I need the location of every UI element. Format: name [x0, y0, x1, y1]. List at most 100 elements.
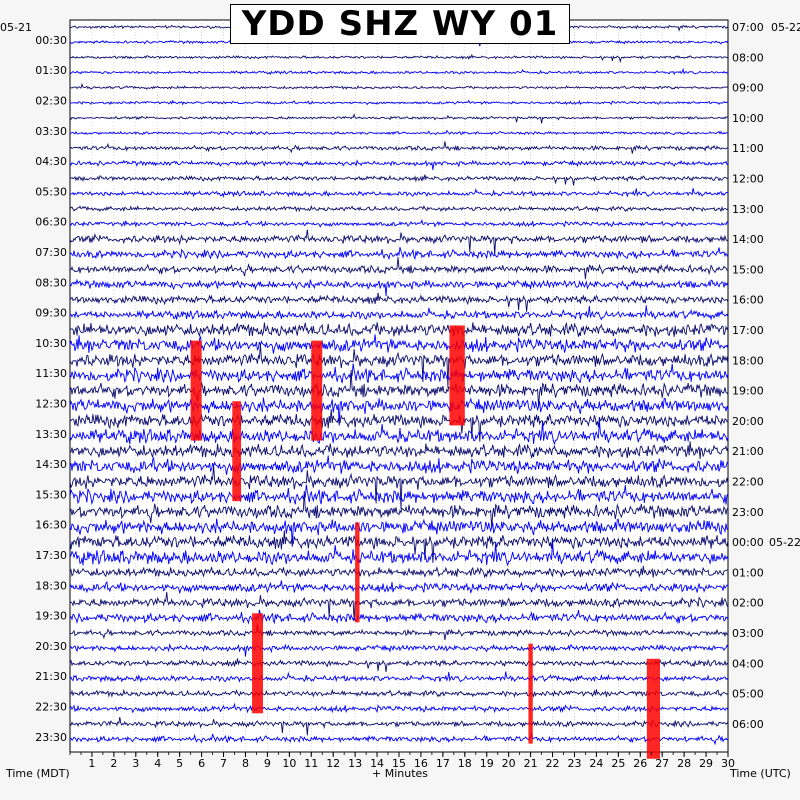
x-tick-label: 7 — [220, 757, 227, 770]
x-tick-label: 18 — [458, 757, 472, 770]
x-tick-label: 4 — [154, 757, 161, 770]
seismic-trace — [69, 305, 729, 321]
right-tick-label: 22:00 — [732, 476, 764, 489]
seismic-trace — [69, 229, 729, 256]
left-tick-label: 22:30 — [35, 700, 67, 713]
right-tick-label: 06:00 — [732, 718, 764, 731]
left-tick-label: 09:30 — [35, 307, 67, 320]
seismic-trace — [69, 129, 729, 136]
clip-layer — [190, 325, 661, 759]
seismic-trace — [69, 455, 729, 475]
left-tick-label: 08:30 — [35, 276, 67, 289]
seismic-trace — [69, 334, 729, 354]
seismic-trace — [69, 278, 729, 297]
left-tick-label: 03:30 — [35, 125, 67, 138]
x-tick-label: 10 — [282, 757, 296, 770]
seismic-trace — [69, 518, 729, 547]
seismic-trace — [69, 174, 729, 186]
right-tick-label: 23:00 — [732, 506, 764, 519]
seismic-trace — [69, 343, 729, 389]
x-tick-label: 1 — [88, 757, 95, 770]
clipped-event — [252, 613, 264, 714]
x-tick-label: 16 — [414, 757, 428, 770]
seismic-trace — [69, 530, 729, 563]
right-tick-label: 19:00 — [732, 385, 764, 398]
seismic-trace — [69, 580, 729, 594]
x-tick-label: 22 — [546, 757, 560, 770]
seismic-trace — [70, 53, 729, 64]
left-tick-label: 17:30 — [35, 549, 67, 562]
x-tick-label: 12 — [326, 757, 340, 770]
left-tick-label: 05:30 — [35, 185, 67, 198]
seismic-trace — [69, 591, 729, 622]
seismic-trace — [69, 67, 729, 76]
left-tick-label: 01:30 — [35, 64, 67, 77]
right-tick-label: 11:00 — [732, 142, 764, 155]
seismic-trace — [69, 717, 729, 736]
right-tick-label: 20:00 — [732, 415, 764, 428]
x-tick-label: 26 — [633, 757, 647, 770]
seismic-trace — [69, 409, 729, 442]
seismic-trace — [69, 491, 729, 529]
seismic-trace — [69, 609, 729, 625]
right-axis-label: Time (UTC) — [730, 767, 791, 780]
seismic-trace — [69, 624, 729, 640]
left-tick-label: 04:30 — [35, 155, 67, 168]
left-tick-label: 13:30 — [35, 428, 67, 441]
left-tick-label: 12:30 — [35, 397, 67, 410]
right-tick-label: 00:00 — [732, 536, 764, 549]
right-tick-label: 05:00 — [732, 688, 764, 701]
x-tick-label: 19 — [480, 757, 494, 770]
x-tick-label: 14 — [370, 757, 384, 770]
right-tick-label: 12:00 — [732, 173, 764, 186]
left-tick-label: 02:30 — [35, 94, 67, 107]
clipped-event — [190, 340, 202, 441]
x-tick-label: 20 — [502, 757, 516, 770]
seismic-trace — [69, 218, 729, 228]
left-tick-label: 14:30 — [35, 458, 67, 471]
seismic-trace — [69, 159, 729, 170]
left-tick-label: 11:30 — [35, 367, 67, 380]
x-tick-label: 15 — [392, 757, 406, 770]
x-tick-label: 3 — [132, 757, 139, 770]
left-tick-label: 18:30 — [35, 579, 67, 592]
x-tick-label: 24 — [589, 757, 603, 770]
x-tick-label: 25 — [611, 757, 625, 770]
clipped-event — [646, 658, 661, 759]
seismic-trace — [69, 465, 729, 510]
right-tick-label: 13:00 — [732, 203, 764, 216]
x-tick-label: 8 — [242, 757, 249, 770]
seismic-trace — [69, 565, 729, 579]
x-tick-label: 5 — [176, 757, 183, 770]
right-tick-label: 07:00 — [732, 21, 764, 34]
left-tick-label: 00:30 — [35, 34, 67, 47]
right-date-midnight-label: 05-22 — [769, 536, 800, 549]
x-tick-label: 27 — [655, 757, 669, 770]
right-tick-label: 01:00 — [732, 566, 764, 579]
right-tick-label: 02:00 — [732, 597, 764, 610]
seismic-trace — [69, 204, 729, 213]
clipped-event — [311, 340, 323, 441]
trace-layer — [69, 22, 729, 746]
right-tick-label: 16:00 — [732, 294, 764, 307]
x-tick-label: 9 — [264, 757, 271, 770]
right-tick-label: 09:00 — [732, 82, 764, 95]
chart-title: YDD SHZ WY 01 — [230, 4, 570, 44]
left-axis-label: Time (MDT) — [6, 767, 70, 780]
seismic-trace — [69, 82, 729, 90]
seismic-trace — [69, 257, 729, 280]
seismic-trace — [69, 292, 729, 312]
x-tick-label: 17 — [436, 757, 450, 770]
x-axis-label: + Minutes — [372, 767, 429, 780]
seismic-trace — [69, 247, 729, 261]
x-tick-label: 2 — [110, 757, 117, 770]
right-date-label-top: 05-22 — [771, 21, 800, 34]
x-tick-label: 28 — [677, 757, 691, 770]
seismic-trace — [69, 642, 729, 657]
seismic-trace — [69, 419, 729, 446]
seismic-trace — [69, 671, 729, 683]
seismic-trace — [69, 188, 729, 198]
clipped-event — [232, 401, 242, 502]
